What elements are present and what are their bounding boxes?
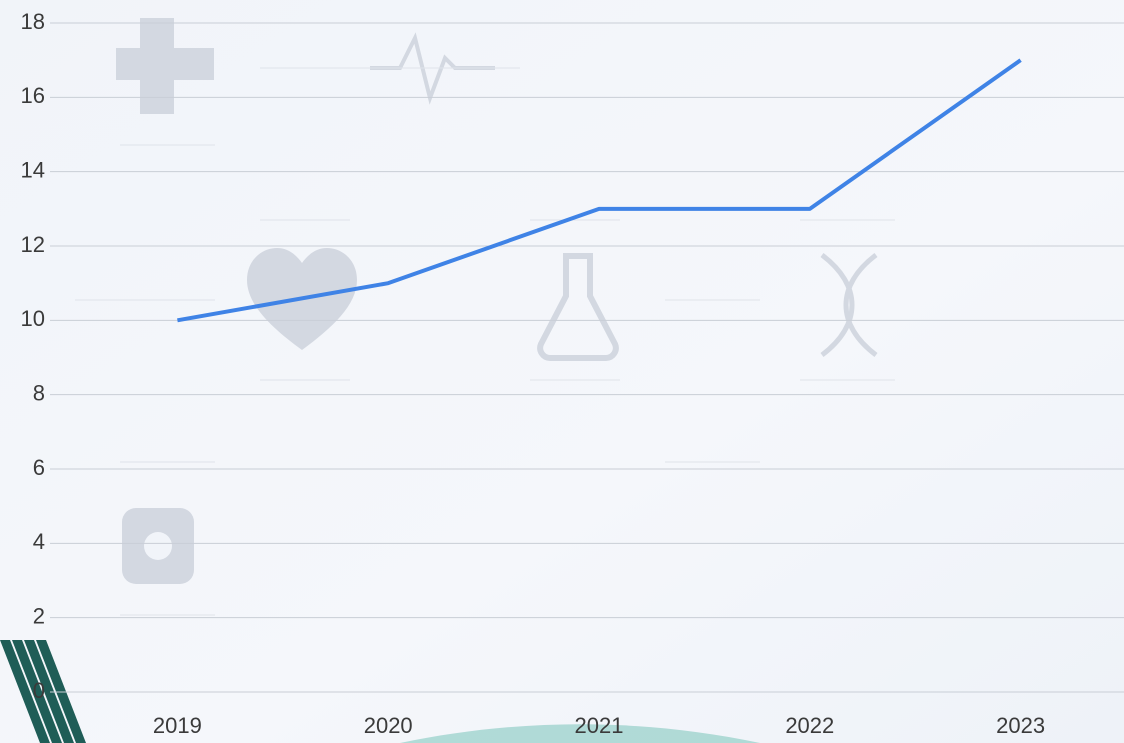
x-tick-label: 2023	[996, 713, 1045, 738]
y-tick-label: 12	[21, 232, 45, 257]
y-tick-label: 2	[33, 603, 45, 628]
corner-decoration	[0, 640, 86, 743]
y-tick-label: 8	[33, 380, 45, 405]
y-tick-label: 4	[33, 529, 45, 554]
decoration-lines	[75, 67, 895, 616]
y-tick-label: 6	[33, 455, 45, 480]
x-tick-label: 2022	[785, 713, 834, 738]
line	[177, 58, 1022, 323]
x-tick-label: 2021	[575, 713, 624, 738]
bottom-decoration	[400, 724, 760, 743]
x-tick-label: 2019	[153, 713, 202, 738]
y-tick-label: 16	[21, 83, 45, 108]
x-tick-label: 2020	[364, 713, 413, 738]
y-tick-label: 18	[21, 9, 45, 34]
y-tick-label: 0	[33, 678, 45, 703]
y-tick-label: 10	[21, 306, 45, 331]
y-tick-label: 14	[21, 157, 45, 182]
